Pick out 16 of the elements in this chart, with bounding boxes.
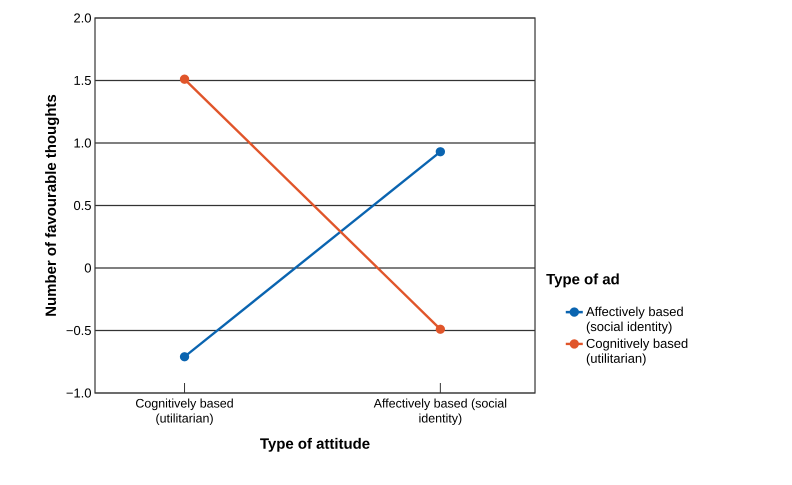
y-tick-label: 1.5 xyxy=(74,76,91,86)
legend-label: Cognitively based (utilitarian) xyxy=(586,338,688,366)
legend-label: Affectively based (social identity) xyxy=(586,306,683,334)
y-tick-label: 2.0 xyxy=(74,13,91,23)
point xyxy=(436,147,446,156)
y-axis-title: Number of favourable thoughts xyxy=(45,94,60,316)
y-tick-label: −0.5 xyxy=(66,326,91,336)
y-tick-label: 1.0 xyxy=(74,138,91,148)
y-tick-label: −1.0 xyxy=(66,388,91,398)
y-tick-label: 0 xyxy=(84,263,91,273)
y-tick-label: 0.5 xyxy=(74,200,91,210)
point xyxy=(180,74,190,84)
point xyxy=(436,324,446,334)
legend-title: Type of ad xyxy=(546,273,619,288)
x-axis-title: Type of attitude xyxy=(260,438,370,452)
point xyxy=(180,352,190,362)
